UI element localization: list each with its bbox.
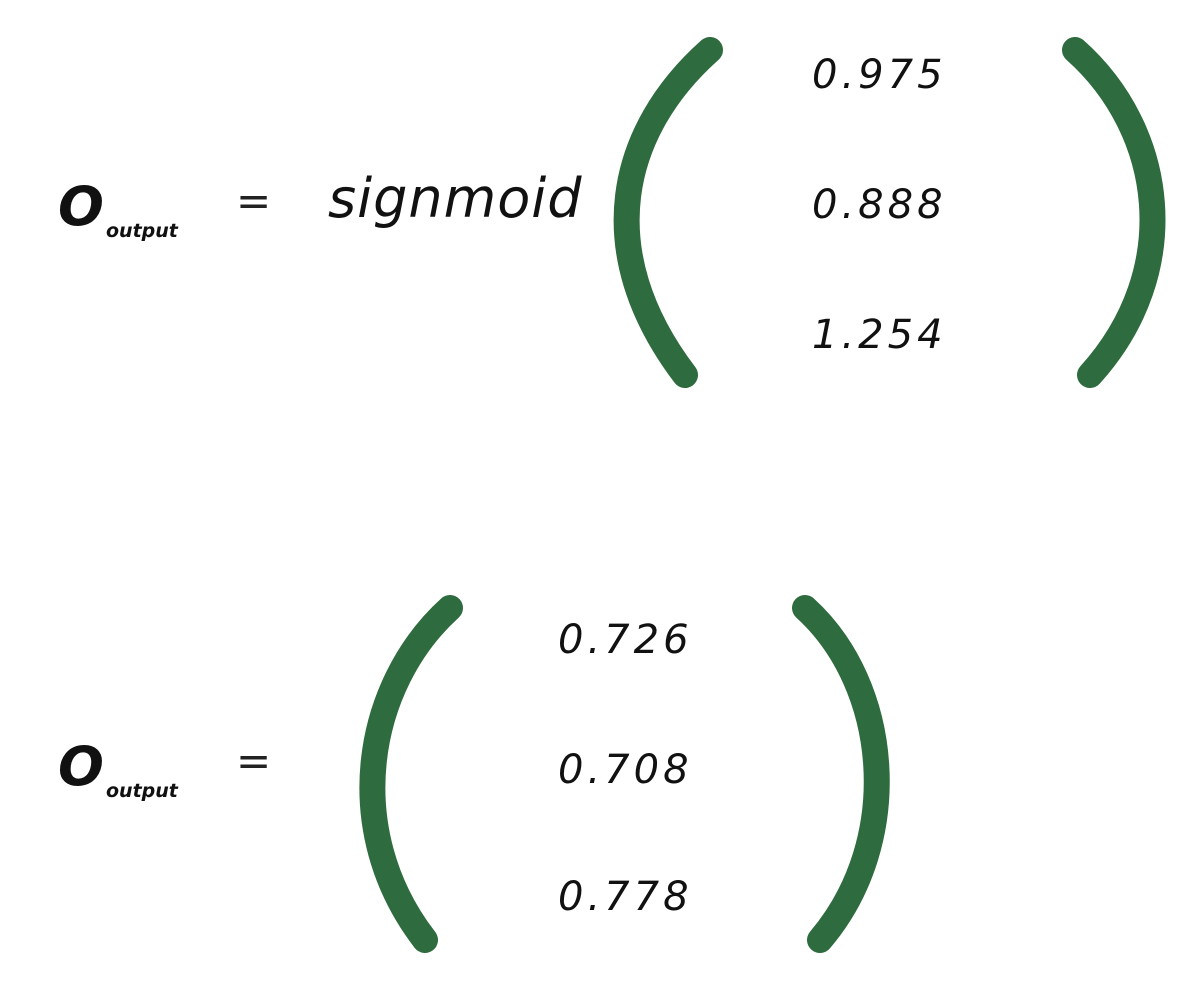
vector-value: 0.975 [812, 52, 947, 98]
right-parenthesis [792, 595, 890, 953]
vector-value: 0.888 [812, 182, 947, 228]
equals-sign: = [236, 176, 272, 225]
function-name: signmoid [328, 167, 583, 230]
left-parenthesis [613, 37, 723, 388]
left-parenthesis [359, 595, 463, 953]
vector-value: 0.778 [558, 874, 693, 920]
output-subscript: output [106, 780, 178, 802]
equals-sign: = [236, 736, 272, 785]
right-parenthesis [1062, 37, 1166, 388]
vector-value: 1.254 [812, 312, 947, 358]
output-subscript: output [106, 220, 178, 242]
equation-sigmoid: O output = signmoid 0.975 0.888 1.254 [0, 0, 1200, 420]
vector-value: 0.708 [558, 747, 693, 793]
vector-value: 0.726 [558, 617, 693, 663]
equation-result: O output = 0.726 0.708 0.778 [0, 570, 1200, 970]
output-symbol: O [58, 735, 104, 798]
output-symbol: O [58, 175, 104, 238]
